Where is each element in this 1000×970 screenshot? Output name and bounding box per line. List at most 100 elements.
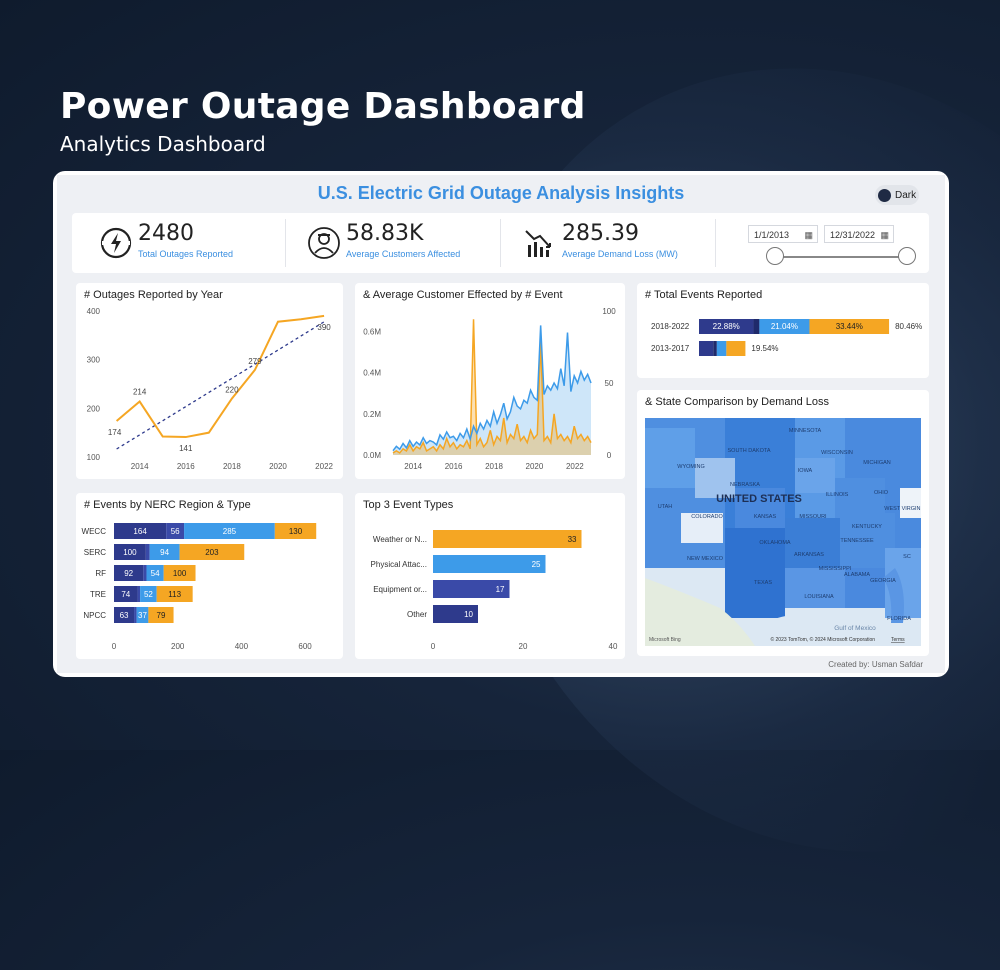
x-tick-label: 2020 [526, 462, 544, 471]
hero-subtitle: Analytics Dashboard [60, 132, 266, 156]
segment-label: 56 [171, 527, 180, 536]
x-tick-label: 2016 [445, 462, 463, 471]
kpi-total-outages: 2480 Total Outages Reported [88, 213, 288, 273]
segment-label: 74 [121, 590, 130, 599]
customers-by-event-card: & Average Customer Effected by # Event 0… [355, 283, 625, 479]
divider [500, 219, 501, 267]
bar-segment [166, 523, 185, 539]
data-label: 33 [568, 535, 577, 544]
nerc-stacked-bar-chart: WECC 164 56 285 130 SERC 100 94 203 RF 92 54 100 TRE 7… [82, 523, 317, 651]
kpi-value: 58.83K [346, 221, 424, 246]
kpi-demand-loss: 285.39 Average Demand Loss (MW) [512, 213, 712, 273]
segment-label: 164 [133, 527, 147, 536]
segment-label: 37 [138, 611, 147, 620]
dashboard-title: U.S. Electric Grid Outage Analysis Insig… [317, 183, 685, 203]
bar-segment [143, 565, 147, 581]
slider-start-handle[interactable] [766, 247, 784, 265]
bar [433, 555, 546, 573]
start-date-field[interactable]: 1/1/2013 ▦ [748, 225, 818, 243]
chart-title: # Total Events Reported [645, 289, 763, 301]
category-label: Equipment or... [373, 585, 427, 594]
state-region [695, 458, 735, 498]
state-region [645, 428, 695, 488]
bar-segment [699, 319, 754, 334]
y-tick-label: 100 [87, 453, 101, 462]
bar [433, 530, 582, 548]
date-range-slider[interactable] [774, 256, 906, 258]
calendar-icon[interactable]: ▦ [880, 230, 889, 240]
x-tick-label: 0 [431, 642, 436, 651]
state-label: WYOMING [677, 464, 705, 470]
bar-segment [759, 319, 810, 334]
state-label: MISSISSIPPI [819, 566, 852, 572]
x-tick-label: 2022 [566, 462, 584, 471]
slider-end-handle[interactable] [898, 247, 916, 265]
data-label: 220 [225, 386, 239, 395]
bar-segment [137, 586, 141, 602]
mexico-land [645, 578, 755, 646]
chart-title: # Outages Reported by Year [84, 289, 223, 301]
category-label: WECC [82, 527, 107, 536]
us-map[interactable]: MINNESOTA WISCONSIN MICHIGAN SOUTH DAKOTA IO… [645, 418, 921, 646]
data-label: 174 [108, 428, 122, 437]
data-label: 390 [317, 323, 331, 332]
left-y-tick-label: 0.6M [363, 328, 381, 337]
divider [715, 219, 716, 267]
state-map-card: & State Comparison by Demand Loss MINNES… [637, 390, 929, 656]
power-plug-icon [100, 227, 132, 259]
segment-label: 79 [157, 611, 166, 620]
hero-title: Power Outage Dashboard [60, 86, 586, 127]
segment-label: 21.04% [771, 322, 798, 331]
state-label: UTAH [658, 504, 673, 510]
segment-label: 22.88% [713, 322, 740, 331]
state-region [795, 458, 835, 493]
right-y-tick-label: 100 [602, 307, 616, 316]
segment-label: 92 [124, 569, 133, 578]
x-tick-label: 2022 [315, 462, 333, 471]
bar-segment [713, 341, 717, 356]
x-tick-label: 200 [171, 642, 185, 651]
data-label: 25 [532, 560, 541, 569]
segment-label: 63 [120, 611, 129, 620]
state-label: ALABAMA [844, 572, 870, 578]
bar-segment [134, 607, 137, 623]
bar-segment [114, 523, 167, 539]
us-map-svg[interactable]: MINNESOTA WISCONSIN MICHIGAN SOUTH DAKOTA IO… [645, 418, 921, 646]
dark-mode-toggle[interactable]: Dark [875, 185, 919, 205]
end-date-field[interactable]: 12/31/2022 ▦ [824, 225, 894, 243]
x-tick-label: 2014 [404, 462, 422, 471]
chart-title: & Average Customer Effected by # Event [363, 289, 563, 301]
state-label: IOWA [798, 468, 813, 474]
gulf-label: Gulf of Mexico [834, 625, 876, 632]
category-label: RF [95, 569, 106, 578]
kpi-label: Total Outages Reported [138, 249, 234, 259]
x-tick-label: 2018 [223, 462, 241, 471]
bar-segment [184, 523, 275, 539]
data-label: 214 [133, 388, 147, 397]
x-tick-label: 0 [112, 642, 117, 651]
category-label: Other [407, 610, 427, 619]
kpi-row: 2480 Total Outages Reported 58.83K Avera… [72, 213, 929, 273]
segment-label: 203 [205, 548, 219, 557]
bar-segment [753, 319, 760, 334]
state-label: NEBRASKA [730, 482, 760, 488]
left-y-tick-label: 0.0M [363, 451, 381, 460]
data-label: 17 [496, 585, 505, 594]
category-label: Physical Attac... [371, 560, 427, 569]
bar-segment [726, 341, 746, 356]
category-label: 2013-2017 [651, 344, 690, 353]
state-region [681, 513, 723, 543]
state-label: MINNESOTA [789, 428, 822, 434]
state-region [900, 488, 921, 518]
segment-label: 100 [123, 548, 137, 557]
calendar-icon[interactable]: ▦ [804, 230, 813, 240]
bar-segment [114, 607, 135, 623]
events-line [392, 325, 592, 452]
terms-link: Terms [891, 637, 905, 643]
total-label: 80.46% [895, 322, 922, 331]
chart-title: # Events by NERC Region & Type [84, 499, 251, 511]
state-label: SC [903, 554, 911, 560]
state-label: NEW MEXICO [687, 556, 724, 562]
y-tick-label: 200 [87, 404, 101, 413]
x-tick-label: 2020 [269, 462, 287, 471]
